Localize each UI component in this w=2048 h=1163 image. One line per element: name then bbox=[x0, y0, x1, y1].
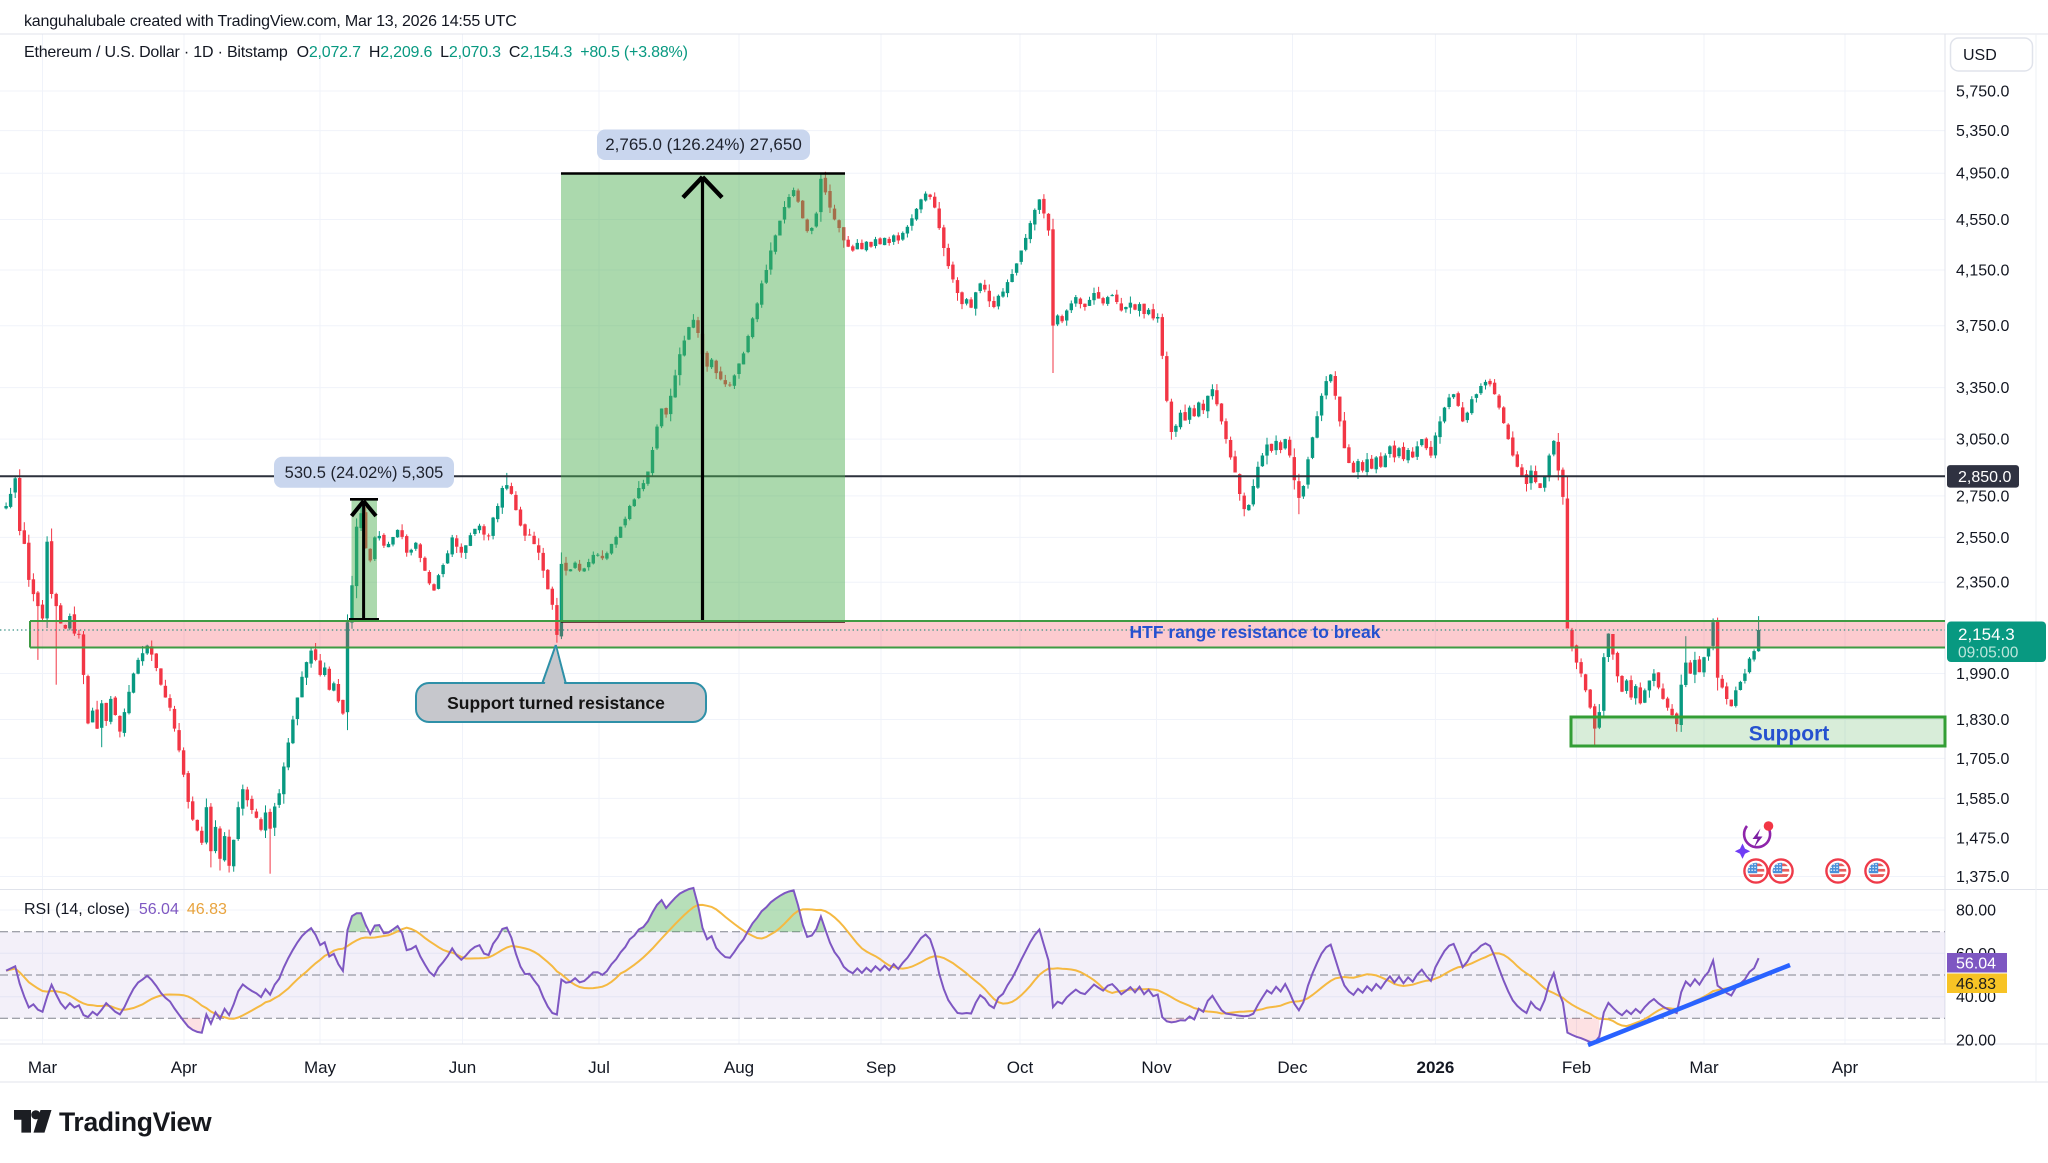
svg-text:40.00: 40.00 bbox=[1956, 989, 1996, 1006]
svg-text:Nov: Nov bbox=[1141, 1058, 1172, 1077]
svg-text:2,550.0: 2,550.0 bbox=[1956, 530, 2009, 547]
svg-text:3,750.0: 3,750.0 bbox=[1956, 318, 2009, 335]
svg-text:1,705.0: 1,705.0 bbox=[1956, 751, 2009, 768]
svg-text:20.00: 20.00 bbox=[1956, 1033, 1996, 1050]
svg-text:2,765.0 (126.24%) 27,650: 2,765.0 (126.24%) 27,650 bbox=[605, 135, 802, 154]
svg-text:2,750.0: 2,750.0 bbox=[1956, 488, 2009, 505]
svg-text:4,150.0: 4,150.0 bbox=[1956, 263, 2009, 280]
svg-text:1,585.0: 1,585.0 bbox=[1956, 791, 2009, 808]
svg-text:May: May bbox=[304, 1058, 337, 1077]
svg-text:Mar: Mar bbox=[1689, 1058, 1719, 1077]
svg-text:Jul: Jul bbox=[588, 1058, 610, 1077]
svg-text:Aug: Aug bbox=[724, 1058, 754, 1077]
svg-text:2,154.3: 2,154.3 bbox=[1958, 625, 2015, 644]
svg-text:09:05:00: 09:05:00 bbox=[1958, 645, 2019, 662]
svg-text:56.04: 56.04 bbox=[1956, 956, 1996, 973]
svg-text:Oct: Oct bbox=[1007, 1058, 1034, 1077]
svg-text:Jun: Jun bbox=[449, 1058, 476, 1077]
svg-text:3,350.0: 3,350.0 bbox=[1956, 380, 2009, 397]
svg-text:Mar: Mar bbox=[28, 1058, 58, 1077]
svg-text:HTF range resistance to break: HTF range resistance to break bbox=[1130, 622, 1381, 642]
svg-text:kanguhalubale created with Tra: kanguhalubale created with TradingView.c… bbox=[24, 13, 517, 30]
svg-text:1,475.0: 1,475.0 bbox=[1956, 830, 2009, 847]
svg-text:Support turned resistance: Support turned resistance bbox=[447, 693, 665, 713]
svg-text:4,550.0: 4,550.0 bbox=[1956, 212, 2009, 229]
svg-text:Dec: Dec bbox=[1277, 1058, 1308, 1077]
svg-text:TradingView: TradingView bbox=[59, 1107, 212, 1137]
svg-text:5,350.0: 5,350.0 bbox=[1956, 123, 2009, 140]
svg-text:1,375.0: 1,375.0 bbox=[1956, 869, 2009, 886]
svg-text:Apr: Apr bbox=[171, 1058, 198, 1077]
svg-text:USD: USD bbox=[1963, 47, 1997, 64]
svg-text:Feb: Feb bbox=[1562, 1058, 1591, 1077]
svg-text:80.00: 80.00 bbox=[1956, 903, 1996, 920]
svg-text:Ethereum / U.S. Dollar · 1D ·: Ethereum / U.S. Dollar · 1D · Bitstamp O2… bbox=[24, 44, 688, 61]
svg-text:1,830.0: 1,830.0 bbox=[1956, 712, 2009, 729]
svg-text:1,990.0: 1,990.0 bbox=[1956, 666, 2009, 683]
svg-text:4,950.0: 4,950.0 bbox=[1956, 166, 2009, 183]
svg-text:Support: Support bbox=[1749, 723, 1829, 746]
svg-text:Apr: Apr bbox=[1832, 1058, 1859, 1077]
svg-text:2026: 2026 bbox=[1416, 1058, 1454, 1077]
svg-text:2,350.0: 2,350.0 bbox=[1956, 575, 2009, 592]
svg-text:530.5 (24.02%) 5,305: 530.5 (24.02%) 5,305 bbox=[285, 464, 444, 482]
svg-text:Sep: Sep bbox=[866, 1058, 896, 1077]
svg-text:5,750.0: 5,750.0 bbox=[1956, 84, 2009, 101]
svg-text:2,850.0: 2,850.0 bbox=[1958, 469, 2011, 486]
svg-text:3,050.0: 3,050.0 bbox=[1956, 432, 2009, 449]
svg-text:46.83: 46.83 bbox=[1956, 976, 1996, 993]
